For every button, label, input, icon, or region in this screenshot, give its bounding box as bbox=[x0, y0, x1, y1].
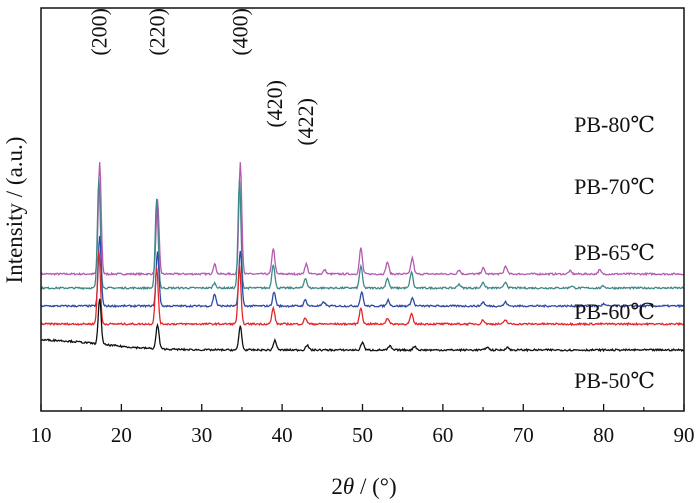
x-tick-label: 90 bbox=[674, 423, 695, 447]
peak-label: (200) bbox=[87, 8, 112, 56]
x-axis-title-prefix: 2 bbox=[331, 474, 343, 499]
series-line-1 bbox=[40, 162, 685, 277]
series-line-5 bbox=[40, 298, 685, 353]
peak-label: (420) bbox=[262, 80, 287, 128]
peak-label: (400) bbox=[227, 8, 252, 56]
series-label: PB-80℃ bbox=[574, 112, 655, 137]
series-label: PB-50℃ bbox=[574, 368, 655, 393]
series-group bbox=[40, 162, 685, 353]
x-tick-label: 80 bbox=[593, 423, 614, 447]
x-tick-label: 60 bbox=[432, 423, 453, 447]
series-line-2 bbox=[40, 178, 684, 291]
x-tick-label: 50 bbox=[352, 423, 373, 447]
x-tick-label: 30 bbox=[191, 423, 212, 447]
x-axis-title: 2θ / (°) bbox=[331, 474, 396, 499]
x-tick-label: 10 bbox=[31, 423, 52, 447]
x-axis: 10 20 30 40 50 60 70 80 90 bbox=[31, 404, 695, 447]
series-line-3 bbox=[40, 235, 685, 309]
peak-label-group: (200) (220) (400) (420) (422) bbox=[87, 8, 319, 146]
x-tick-label: 20 bbox=[111, 423, 132, 447]
x-tick-label: 40 bbox=[272, 423, 293, 447]
series-line-4 bbox=[40, 250, 685, 327]
series-label-group: PB-80℃ PB-70℃ PB-65℃ PB-60℃ PB-50℃ bbox=[574, 112, 655, 393]
x-tick-label: 70 bbox=[513, 423, 534, 447]
x-axis-title-suffix: / (°) bbox=[354, 474, 396, 499]
series-label: PB-60℃ bbox=[574, 299, 655, 324]
y-axis-title: Intensity / (a.u.) bbox=[2, 137, 27, 284]
peak-label: (220) bbox=[145, 8, 170, 56]
series-label: PB-70℃ bbox=[574, 174, 655, 199]
x-axis-title-symbol: θ bbox=[343, 474, 354, 499]
peak-label: (422) bbox=[293, 98, 318, 146]
series-label: PB-65℃ bbox=[574, 240, 655, 265]
